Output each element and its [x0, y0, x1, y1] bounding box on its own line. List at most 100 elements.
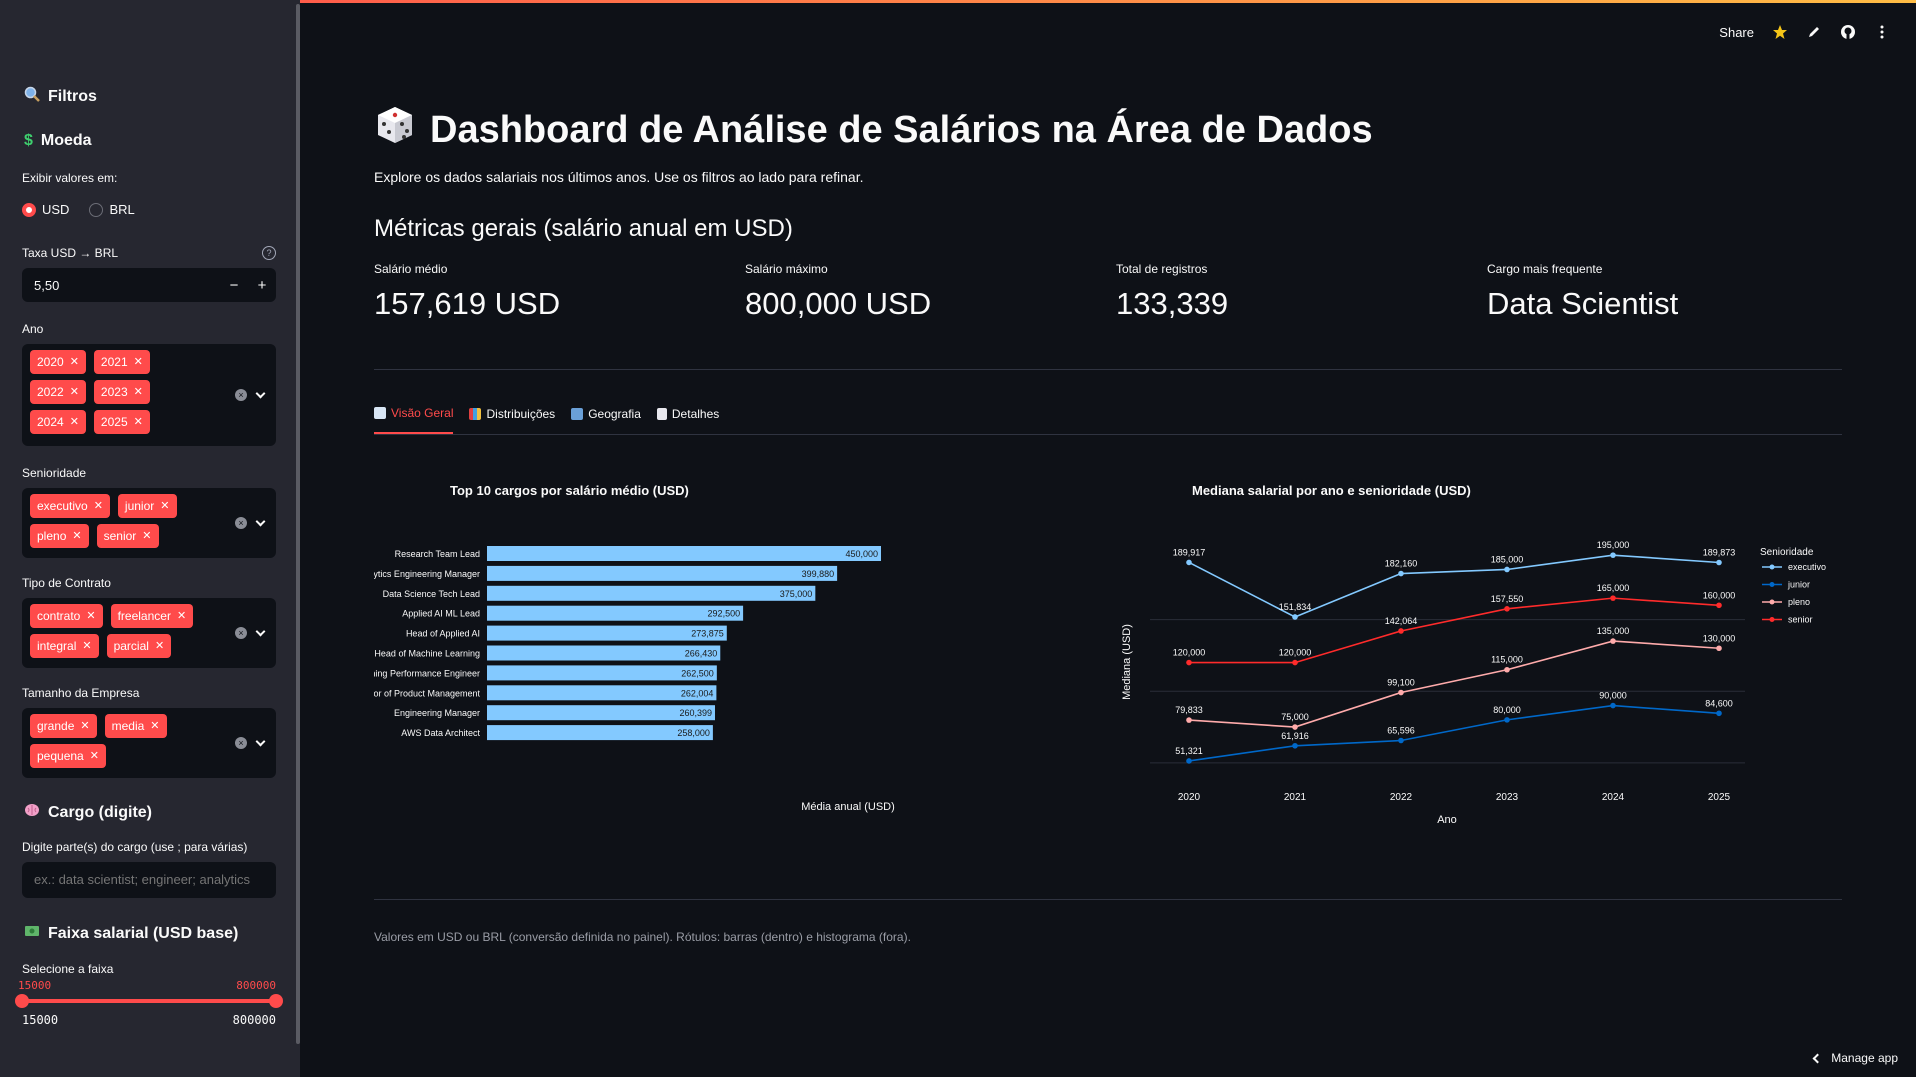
radio-brl[interactable] [89, 202, 104, 217]
seniority-chip[interactable]: junior ✕ [117, 494, 177, 518]
contract-chip[interactable]: freelancer ✕ [110, 604, 194, 628]
salary-slider-track[interactable] [22, 999, 276, 1003]
bar[interactable] [487, 645, 721, 661]
contract-chip[interactable]: contrato ✕ [30, 604, 103, 628]
rate-value[interactable]: 5,50 [34, 277, 60, 293]
series-line-pleno[interactable] [1188, 640, 1720, 728]
remove-chip-icon[interactable]: ✕ [133, 416, 143, 428]
data-point[interactable] [1398, 737, 1404, 744]
seniority-chip[interactable]: senior ✕ [96, 524, 159, 548]
remove-chip-icon[interactable]: ✕ [176, 610, 187, 622]
remove-chip-icon[interactable]: ✕ [133, 356, 143, 368]
year-chip[interactable]: 2020 ✕ [30, 350, 86, 374]
data-point[interactable] [1610, 552, 1616, 558]
radio-usd[interactable] [22, 202, 36, 217]
company-size-chip[interactable]: pequena ✕ [30, 744, 106, 768]
data-point[interactable] [1292, 659, 1298, 666]
bar[interactable] [487, 625, 727, 641]
data-point[interactable] [1716, 645, 1722, 652]
edit-pencil-icon[interactable] [1806, 24, 1822, 40]
bar[interactable] [487, 585, 816, 601]
tab-distribuicoes[interactable]: Distribuições [469, 406, 555, 434]
data-point[interactable] [1504, 717, 1510, 723]
remove-chip-icon[interactable]: ✕ [80, 720, 90, 732]
more-vertical-icon[interactable] [1874, 24, 1890, 40]
help-icon[interactable]: ? [262, 246, 276, 260]
legend-item-label[interactable]: junior [1787, 580, 1810, 590]
data-point[interactable] [1398, 570, 1404, 577]
clear-icon[interactable]: × [235, 517, 247, 529]
tab-visao-geral[interactable]: Visão Geral [374, 406, 454, 434]
rate-decrement-button[interactable]: − [229, 276, 239, 294]
data-point[interactable] [1398, 689, 1404, 696]
legend-item-label[interactable]: senior [1788, 615, 1813, 625]
data-point[interactable] [1398, 628, 1404, 634]
remove-chip-icon[interactable]: ✕ [86, 610, 96, 622]
bar[interactable] [487, 565, 838, 581]
seniority-multiselect[interactable]: executivo ✕ junior ✕ pleno ✕ senior ✕ × [22, 488, 276, 558]
chevron-down-icon[interactable] [255, 388, 266, 398]
data-point[interactable] [1292, 724, 1298, 730]
remove-chip-icon[interactable]: ✕ [150, 720, 160, 732]
remove-chip-icon[interactable]: ✕ [93, 500, 103, 512]
chevron-down-icon[interactable] [255, 516, 266, 526]
year-chip[interactable]: 2025 ✕ [93, 410, 150, 434]
remove-chip-icon[interactable]: ✕ [69, 386, 79, 398]
bar[interactable] [487, 725, 713, 741]
year-chip[interactable]: 2023 ✕ [93, 380, 150, 404]
tab-detalhes[interactable]: Detalhes [656, 406, 719, 434]
bar[interactable] [487, 546, 881, 561]
contract-chip[interactable]: integral ✕ [30, 634, 99, 658]
remove-chip-icon[interactable]: ✕ [72, 530, 82, 542]
data-point[interactable] [1610, 702, 1616, 709]
legend-item-label[interactable]: executivo [1788, 562, 1826, 572]
series-line-senior[interactable] [1189, 597, 1720, 664]
clear-icon[interactable]: × [235, 627, 247, 639]
bar[interactable] [487, 605, 744, 621]
bar[interactable] [487, 665, 717, 681]
company-size-multiselect[interactable]: grande ✕ media ✕ pequena ✕ × [22, 708, 276, 778]
year-multiselect[interactable]: 2020 ✕ 2021 ✕ 2022 ✕ 2023 ✕ 2024 ✕ 2025 ✕ × [22, 344, 276, 446]
slider-thumb-max[interactable] [269, 994, 283, 1008]
data-point[interactable] [1186, 717, 1192, 723]
contract-chip[interactable]: parcial ✕ [106, 634, 172, 658]
data-point[interactable] [1292, 614, 1298, 620]
chevron-down-icon[interactable] [255, 736, 266, 746]
data-point[interactable] [1504, 566, 1510, 573]
chevron-down-icon[interactable] [255, 626, 266, 636]
data-point[interactable] [1716, 710, 1722, 717]
bar[interactable] [487, 685, 717, 701]
data-point[interactable] [1610, 638, 1616, 644]
company-size-chip[interactable]: media ✕ [104, 714, 167, 738]
year-chip[interactable]: 2021 ✕ [93, 350, 150, 374]
clear-icon[interactable]: × [235, 737, 247, 749]
year-chip[interactable]: 2024 ✕ [30, 410, 86, 434]
remove-chip-icon[interactable]: ✕ [142, 530, 152, 542]
data-point[interactable] [1610, 595, 1616, 601]
contract-multiselect[interactable]: contrato ✕ freelancer ✕ integral ✕ parcial ✕ × [22, 598, 276, 668]
data-point[interactable] [1716, 602, 1722, 609]
data-point[interactable] [1504, 605, 1510, 612]
series-line-executivo[interactable] [1188, 554, 1720, 618]
rate-number-input[interactable]: 5,50 − + [22, 268, 276, 302]
seniority-chip[interactable]: pleno ✕ [30, 524, 89, 548]
data-point[interactable] [1504, 666, 1510, 673]
remove-chip-icon[interactable]: ✕ [69, 416, 79, 428]
remove-chip-icon[interactable]: ✕ [160, 500, 170, 512]
remove-chip-icon[interactable]: ✕ [69, 356, 79, 368]
rate-increment-button[interactable]: + [257, 276, 267, 294]
remove-chip-icon[interactable]: ✕ [133, 386, 143, 398]
remove-chip-icon[interactable]: ✕ [82, 640, 92, 652]
manage-app-button[interactable]: Manage app [1812, 1051, 1898, 1065]
company-size-chip[interactable]: grande ✕ [30, 714, 97, 738]
data-point[interactable] [1186, 559, 1192, 566]
remove-chip-icon[interactable]: ✕ [89, 750, 99, 762]
data-point[interactable] [1186, 659, 1192, 666]
seniority-chip[interactable]: executivo ✕ [30, 494, 110, 518]
clear-icon[interactable]: × [235, 389, 247, 401]
tab-geografia[interactable]: Geografia [571, 406, 641, 434]
remove-chip-icon[interactable]: ✕ [154, 640, 165, 652]
github-icon[interactable] [1840, 24, 1856, 40]
legend-item-label[interactable]: pleno [1788, 597, 1810, 607]
data-point[interactable] [1292, 742, 1298, 749]
